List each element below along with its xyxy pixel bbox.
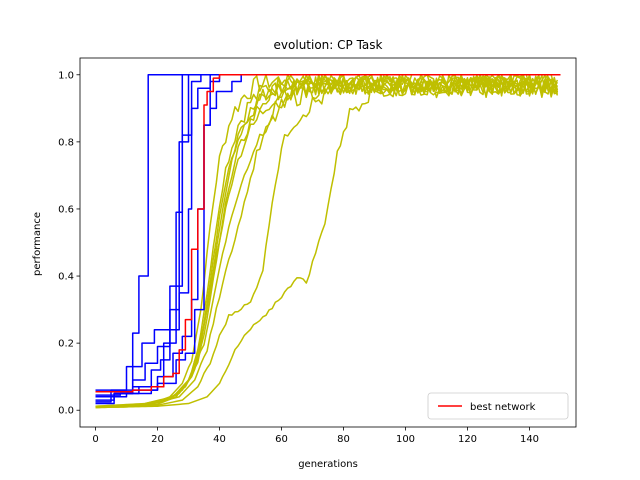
series-yellow-line-9 — [95, 76, 559, 409]
x-tick-label: 40 — [213, 434, 226, 445]
y-tick-label: 0.8 — [58, 137, 74, 148]
plot-area — [95, 74, 561, 409]
legend-box — [427, 392, 569, 420]
series-yellow-line-7 — [95, 76, 559, 408]
series-best-network-line — [95, 74, 561, 393]
x-tick-label: 20 — [151, 434, 164, 445]
x-tick-label: 80 — [337, 434, 350, 445]
axes-frame — [79, 57, 577, 428]
x-axis-label: generations — [298, 459, 358, 470]
y-tick-label: 0.4 — [58, 272, 74, 283]
y-tick-label: 0.2 — [58, 339, 74, 350]
series-blue-line-15 — [95, 74, 561, 393]
y-axis-label: performance — [32, 212, 43, 276]
x-tick-label: 60 — [275, 434, 288, 445]
x-tick-label: 120 — [458, 434, 477, 445]
x-tick-label: 100 — [396, 434, 415, 445]
series-yellow-line-6 — [95, 74, 558, 408]
series-blue-line-10 — [95, 74, 561, 396]
x-tick-label: 0 — [92, 434, 98, 445]
legend: best network — [427, 392, 569, 420]
legend-label-best-network: best network — [470, 402, 536, 413]
y-tick-label: 0.0 — [58, 406, 74, 417]
series-yellow-line-8 — [95, 78, 559, 409]
chart-title: evolution: CP Task — [274, 38, 383, 52]
y-tick-label: 1.0 — [58, 70, 74, 81]
axes: 0 20 40 60 80 100 120 140 0.0 0.2 0.4 0.6 0.8 1.0 — [58, 57, 577, 445]
x-tick-label: 140 — [520, 434, 539, 445]
y-tick-label: 0.6 — [58, 204, 74, 215]
